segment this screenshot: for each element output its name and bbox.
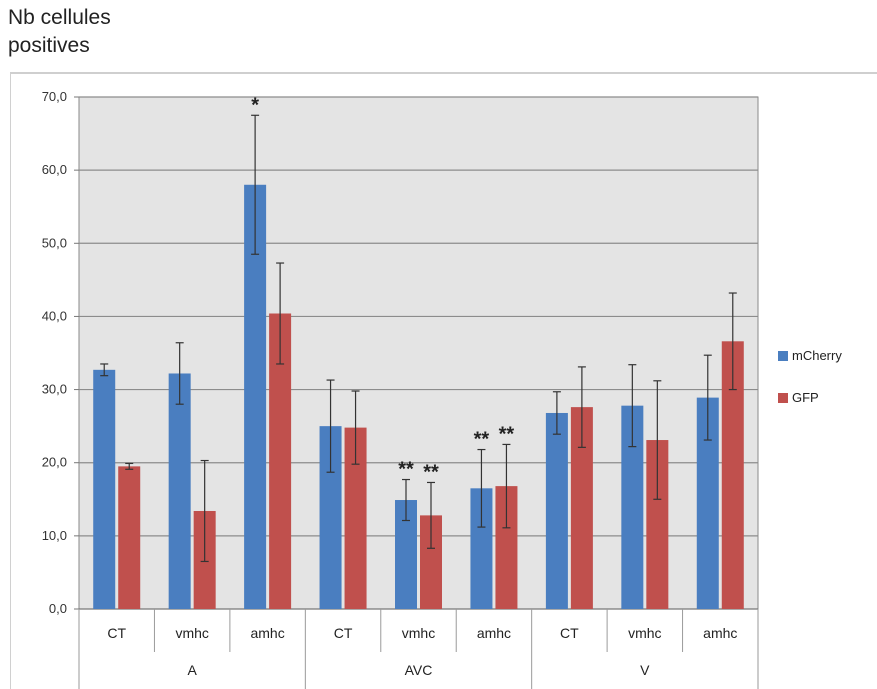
category-label: amhc <box>250 625 284 641</box>
legend-label-mcherry: mCherry <box>792 348 842 363</box>
y-tick-label: 40,0 <box>42 308 67 323</box>
bar-gfp <box>570 407 593 609</box>
bar-mcherry <box>470 488 493 609</box>
bar-mcherry <box>395 500 417 609</box>
chart-frame <box>10 72 877 689</box>
group-label: AVC <box>405 662 433 678</box>
legend-swatch-gfp <box>778 393 788 403</box>
bar-gfp <box>269 313 292 609</box>
category-label: amhc <box>703 625 737 641</box>
bar-mcherry <box>696 397 719 609</box>
significance-marker: ** <box>499 423 515 445</box>
category-label: amhc <box>477 625 511 641</box>
bar-gfp <box>420 515 442 609</box>
category-label: CT <box>107 625 126 641</box>
group-label: V <box>640 662 650 678</box>
y-tick-label: 10,0 <box>42 528 67 543</box>
bar-mcherry <box>621 405 644 609</box>
bar-gfp <box>646 440 669 609</box>
group-label: A <box>187 662 197 678</box>
bar-mcherry <box>93 369 116 609</box>
y-tick-label: 50,0 <box>42 235 67 250</box>
y-tick-label: 60,0 <box>42 162 67 177</box>
chart-title-line-2: positives <box>8 34 90 57</box>
category-label: CT <box>334 625 353 641</box>
legend-swatch-mcherry <box>778 351 788 361</box>
y-tick-label: 30,0 <box>42 382 67 397</box>
chart-title-line-1: Nb cellules <box>8 6 111 29</box>
bar-gfp <box>721 341 744 609</box>
legend-label-gfp: GFP <box>792 390 819 405</box>
category-label: vmhc <box>628 625 661 641</box>
category-label: CT <box>560 625 579 641</box>
y-tick-label: 0,0 <box>49 601 67 616</box>
significance-marker: ** <box>423 461 439 483</box>
bar-gfp <box>118 466 141 609</box>
significance-marker: ** <box>398 459 414 481</box>
significance-marker: * <box>251 94 259 116</box>
chart-title: Nb cellules positives <box>8 4 111 60</box>
bar-mcherry <box>319 426 342 609</box>
y-tick-label: 20,0 <box>42 455 67 470</box>
bar-gfp <box>344 427 367 609</box>
plot-area <box>78 96 759 610</box>
bar-mcherry <box>545 412 568 609</box>
category-label: vmhc <box>175 625 208 641</box>
bar-gfp <box>495 486 518 609</box>
significance-marker: ** <box>474 429 490 451</box>
bar-mcherry <box>168 373 191 609</box>
category-label: vmhc <box>402 625 435 641</box>
y-tick-label: 70,0 <box>42 89 67 104</box>
bar-mcherry <box>244 184 267 609</box>
